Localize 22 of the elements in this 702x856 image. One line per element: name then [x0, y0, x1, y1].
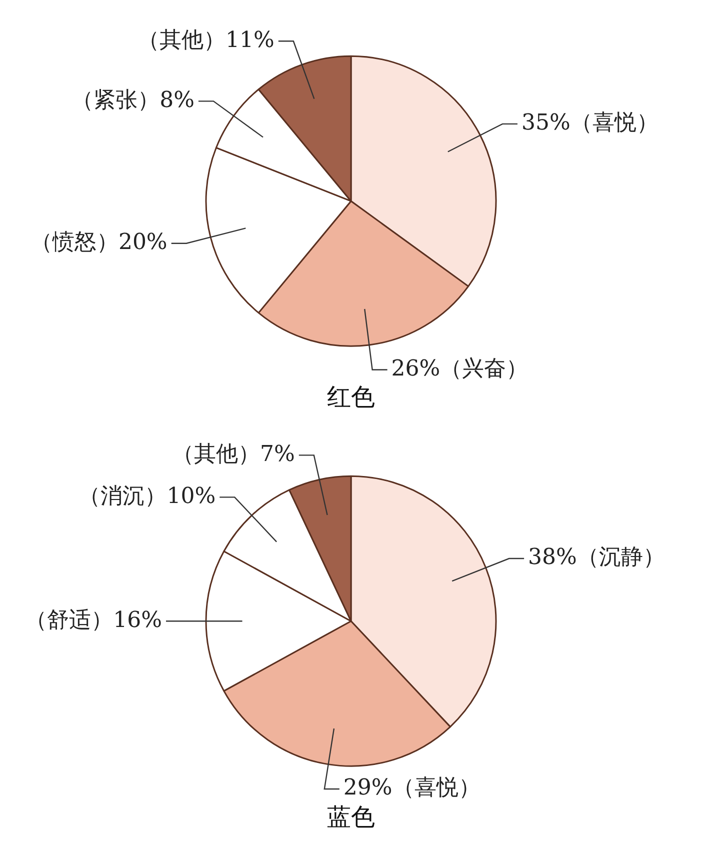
data-label: 16%	[113, 608, 162, 633]
data-label: 20%	[118, 230, 168, 256]
data-label: 7%	[260, 442, 295, 467]
slice-label: （沉静）	[576, 545, 665, 570]
data-label: 29%	[343, 776, 392, 801]
slice-label: （兴奋）	[440, 356, 528, 382]
slice-label: （紧张）	[72, 88, 160, 113]
slice-label: （其他）	[138, 28, 226, 53]
slice-label: （愤怒）	[30, 230, 118, 256]
text: 红色	[327, 382, 375, 411]
data-label: 26%	[391, 356, 440, 382]
slice-label: （消沉）	[78, 484, 167, 509]
slice-label: （喜悦）	[392, 776, 480, 801]
text: 蓝色	[327, 802, 375, 831]
slice-label: （喜悦）	[570, 110, 658, 136]
slice-label: （其他）	[172, 442, 260, 467]
data-label: 11%	[226, 28, 274, 53]
data-label: 35%	[521, 110, 570, 136]
data-label: 38%	[528, 545, 577, 570]
data-label: 10%	[166, 484, 216, 509]
slice-label: （舒适）	[25, 608, 114, 633]
data-label: 8%	[160, 88, 194, 113]
